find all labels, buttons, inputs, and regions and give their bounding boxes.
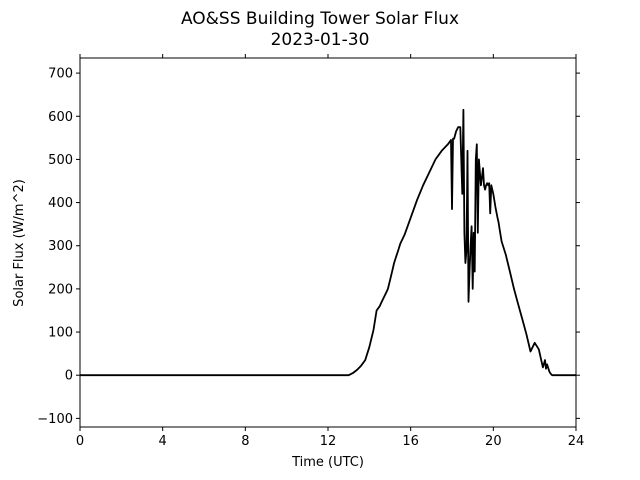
x-tick-label-16: 16 [402,434,419,449]
y-tick-label-100: 100 [48,326,73,341]
chart-title: AO&SS Building Tower Solar Flux [181,9,459,29]
chart-subtitle: 2023-01-30 [271,30,370,50]
x-tick-label-20: 20 [485,434,502,449]
x-axis-label: Time (UTC) [291,455,364,470]
x-tick-label-24: 24 [568,434,585,449]
y-tick-label-0: 0 [65,369,73,384]
y-tick-label-300: 300 [48,239,73,254]
y-tick-label-500: 500 [48,153,73,168]
y-tick-label-400: 400 [48,196,73,211]
x-tick-label-0: 0 [76,434,84,449]
y-axis-label: Solar Flux (W/m^2) [12,179,27,307]
y-tick-label-700: 700 [48,67,73,82]
y-tick-label-600: 600 [48,110,73,125]
x-tick-label-8: 8 [241,434,249,449]
series-line-0 [80,108,576,377]
y-tick-label-200: 200 [48,282,73,297]
y-tick-label--100: −100 [37,412,73,427]
x-tick-label-4: 4 [159,434,167,449]
x-tick-label-12: 12 [320,434,337,449]
